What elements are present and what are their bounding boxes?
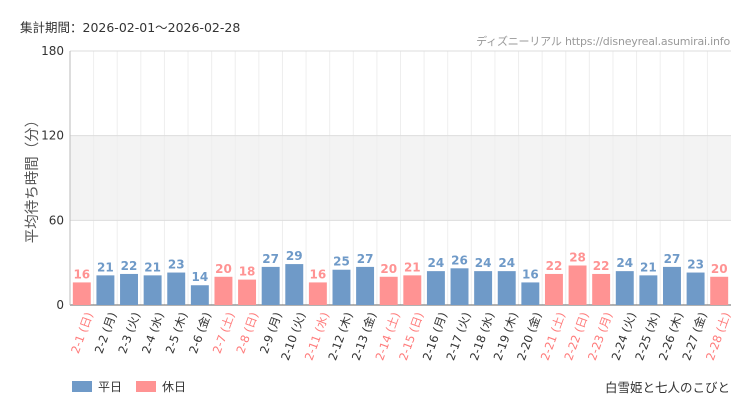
y-tick-label: 180 bbox=[41, 44, 64, 58]
bar bbox=[639, 275, 658, 305]
bar-value-label: 23 bbox=[168, 258, 185, 272]
legend-weekday: 平日 bbox=[72, 378, 122, 395]
bar-value-label: 22 bbox=[121, 259, 138, 273]
bar bbox=[403, 275, 422, 305]
legend-holiday-label: 休日 bbox=[162, 380, 187, 394]
legend-holiday: 休日 bbox=[136, 378, 186, 395]
bar bbox=[214, 276, 233, 305]
y-tick-label: 120 bbox=[41, 129, 64, 143]
bar bbox=[96, 275, 115, 305]
bar-value-label: 20 bbox=[380, 262, 397, 276]
bar-value-label: 22 bbox=[546, 259, 563, 273]
legend-holiday-swatch bbox=[136, 381, 157, 392]
bar bbox=[261, 266, 280, 305]
bar bbox=[497, 271, 516, 305]
bar-value-label: 24 bbox=[475, 256, 492, 270]
y-tick-label: 60 bbox=[49, 213, 64, 227]
bar-value-label: 29 bbox=[286, 249, 303, 263]
y-tick-label: 0 bbox=[56, 298, 64, 312]
bar bbox=[285, 264, 304, 305]
bar bbox=[120, 273, 138, 305]
bar bbox=[190, 285, 209, 305]
bar bbox=[450, 268, 469, 305]
bar bbox=[592, 273, 611, 305]
bar-value-label: 18 bbox=[239, 265, 256, 279]
bar-value-label: 20 bbox=[711, 262, 728, 276]
bar-value-label: 20 bbox=[215, 262, 232, 276]
bar-value-label: 22 bbox=[593, 259, 610, 273]
bar-value-label: 27 bbox=[357, 252, 374, 266]
bar bbox=[615, 271, 634, 305]
bar-value-label: 21 bbox=[640, 260, 657, 274]
bar-value-label: 28 bbox=[569, 250, 586, 264]
legend: 平日 休日 bbox=[72, 378, 200, 395]
bar bbox=[167, 272, 186, 305]
period-label: 集計期間：2026-02-01～2026-02-28 bbox=[20, 20, 241, 35]
bar bbox=[332, 269, 351, 305]
bar bbox=[521, 282, 540, 305]
bar bbox=[663, 266, 681, 305]
y-axis-label: 平均待ち時間（分） bbox=[24, 113, 41, 244]
bar-value-label: 25 bbox=[333, 255, 350, 269]
bar bbox=[544, 273, 563, 305]
bar-value-label: 24 bbox=[428, 256, 445, 270]
legend-weekday-label: 平日 bbox=[98, 380, 123, 394]
bar-value-label: 27 bbox=[262, 252, 279, 266]
bar-value-label: 14 bbox=[191, 270, 208, 284]
bar bbox=[474, 271, 493, 305]
bar-value-label: 21 bbox=[404, 260, 421, 274]
bar-value-label: 21 bbox=[144, 260, 161, 274]
bar bbox=[72, 282, 91, 305]
attraction-name: 白雪姫と七人のこびと bbox=[604, 380, 730, 395]
bar-value-label: 16 bbox=[522, 267, 539, 281]
bar bbox=[356, 266, 375, 305]
bar-value-label: 23 bbox=[687, 258, 704, 272]
bar-value-label: 26 bbox=[451, 253, 468, 267]
bar-value-label: 24 bbox=[616, 256, 633, 270]
bar bbox=[379, 276, 398, 305]
bar-value-label: 24 bbox=[498, 256, 515, 270]
bar bbox=[710, 276, 729, 305]
bar bbox=[238, 279, 257, 305]
bar bbox=[686, 272, 705, 305]
bar-value-label: 27 bbox=[664, 252, 681, 266]
bar bbox=[426, 271, 445, 305]
bar-value-label: 16 bbox=[310, 267, 327, 281]
bar-value-label: 16 bbox=[73, 267, 90, 281]
bar bbox=[568, 265, 587, 305]
bar bbox=[143, 275, 162, 305]
bar bbox=[308, 282, 327, 305]
legend-weekday-swatch bbox=[72, 381, 92, 392]
bar-value-label: 21 bbox=[97, 260, 114, 274]
source-credit: ディズニーリアル https://disneyreal.asumirai.inf… bbox=[476, 35, 730, 48]
